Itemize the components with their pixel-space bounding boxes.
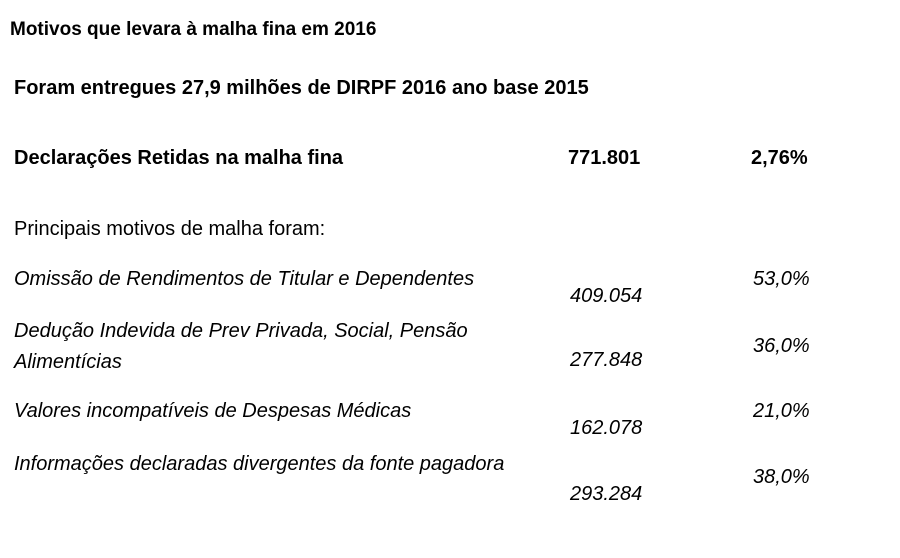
page-subtitle: Foram entregues 27,9 milhões de DIRPF 20… [14, 77, 589, 99]
reason-percent: 36,0% [753, 335, 810, 357]
reason-count: 293.284 [570, 483, 643, 505]
reason-percent: 53,0% [753, 268, 810, 290]
reasons-intro: Principais motivos de malha foram: [14, 218, 326, 240]
reason-percent: 38,0% [753, 466, 810, 488]
reason-count: 162.078 [570, 417, 643, 439]
summary-count: 771.801 [568, 147, 641, 169]
summary-percent: 2,76% [751, 147, 808, 169]
reason-percent: 21,0% [753, 400, 810, 422]
reason-label: Informações declaradas divergentes da fo… [14, 453, 505, 475]
reason-count: 277.848 [570, 349, 643, 371]
reason-count: 409.054 [570, 285, 643, 307]
reason-label: Omissão de Rendimentos de Titular e Depe… [14, 268, 475, 290]
page-title: Motivos que levara à malha fina em 2016 [10, 19, 377, 40]
reason-label: Valores incompatíveis de Despesas Médica… [14, 400, 412, 422]
summary-label: Declarações Retidas na malha fina [14, 147, 344, 169]
reason-label: Dedução Indevida de Prev Privada, Social… [14, 320, 468, 373]
